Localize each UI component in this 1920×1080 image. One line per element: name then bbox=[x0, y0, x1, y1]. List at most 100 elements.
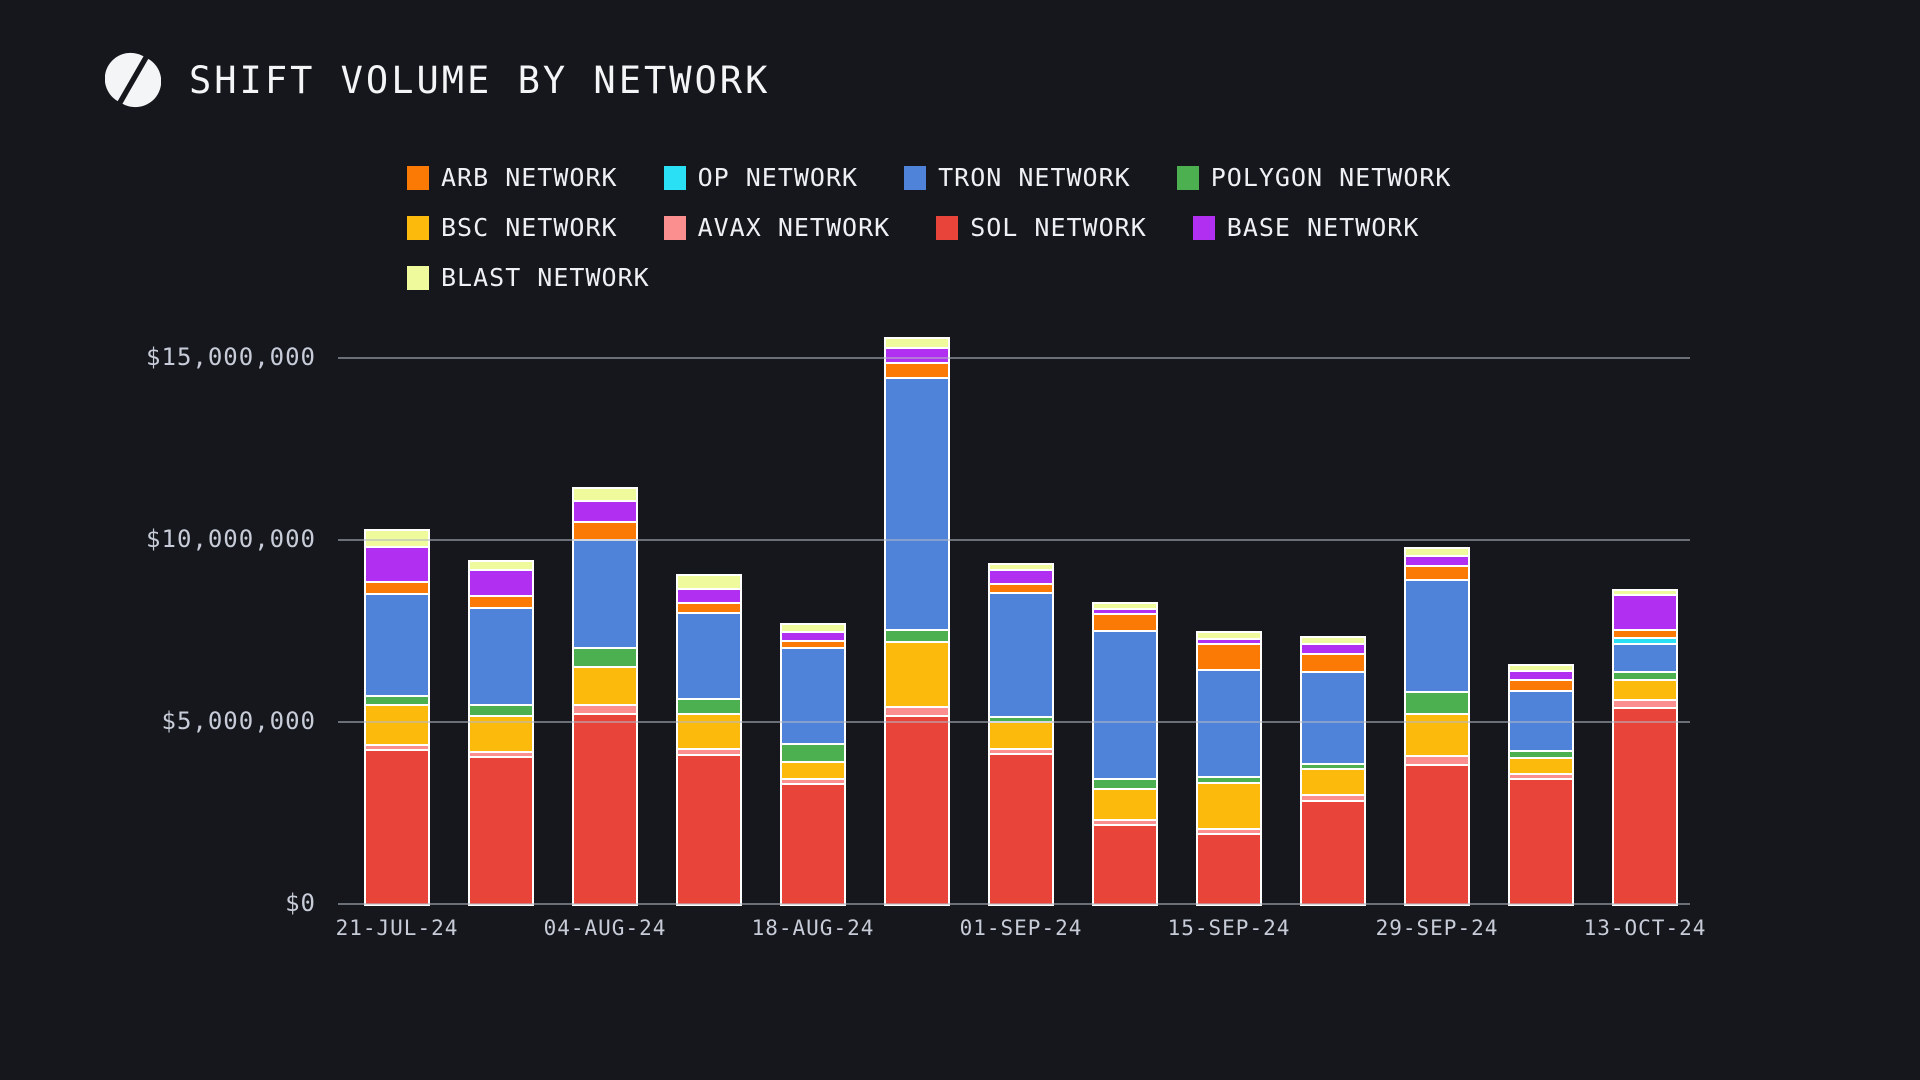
bar-segment-base[interactable] bbox=[1094, 610, 1156, 613]
bar-segment-tron[interactable] bbox=[366, 595, 428, 695]
bar-segment-avax[interactable] bbox=[886, 708, 948, 715]
legend-item-blast[interactable]: BLAST NETWORK bbox=[407, 263, 650, 292]
bar-segment-tron[interactable] bbox=[782, 649, 844, 743]
bar-segment-polygon[interactable] bbox=[1406, 693, 1468, 713]
bar-segment-blast[interactable] bbox=[886, 339, 948, 347]
bar-segment-arb[interactable] bbox=[1510, 681, 1572, 690]
bar-segment-arb[interactable] bbox=[782, 642, 844, 647]
bar-segment-blast[interactable] bbox=[1406, 549, 1468, 555]
bar-segment-base[interactable] bbox=[990, 571, 1052, 583]
bar-segment-base[interactable] bbox=[678, 590, 740, 602]
bar-segment-blast[interactable] bbox=[782, 625, 844, 631]
bar-segment-bsc[interactable] bbox=[990, 723, 1052, 748]
bar-segment-tron[interactable] bbox=[1198, 671, 1260, 776]
bar-segment-bsc[interactable] bbox=[1094, 790, 1156, 819]
bar-segment-bsc[interactable] bbox=[1198, 784, 1260, 828]
bar-segment-sol[interactable] bbox=[366, 751, 428, 904]
bar-segment-avax[interactable] bbox=[990, 750, 1052, 753]
bar-segment-arb[interactable] bbox=[990, 585, 1052, 592]
bar-segment-blast[interactable] bbox=[1510, 666, 1572, 670]
bar-segment-arb[interactable] bbox=[1094, 615, 1156, 630]
stacked-bar-18-aug-24[interactable] bbox=[780, 623, 846, 906]
bar-segment-arb[interactable] bbox=[1198, 645, 1260, 669]
bar-segment-tron[interactable] bbox=[1302, 673, 1364, 763]
bar-segment-polygon[interactable] bbox=[1614, 673, 1676, 679]
bar-segment-base[interactable] bbox=[782, 633, 844, 640]
bar-segment-avax[interactable] bbox=[470, 753, 532, 756]
bar-segment-sol[interactable] bbox=[574, 715, 636, 904]
bar-segment-tron[interactable] bbox=[1094, 632, 1156, 778]
bar-segment-arb[interactable] bbox=[886, 364, 948, 377]
bar-segment-blast[interactable] bbox=[1198, 633, 1260, 638]
stacked-bar-29-sep-24[interactable] bbox=[1404, 547, 1470, 906]
bar-segment-base[interactable] bbox=[1510, 672, 1572, 679]
legend-item-avax[interactable]: AVAX NETWORK bbox=[663, 213, 891, 242]
bar-segment-avax[interactable] bbox=[1094, 821, 1156, 824]
stacked-bar-22-sep-24[interactable] bbox=[1300, 636, 1366, 906]
bar-segment-tron[interactable] bbox=[886, 379, 948, 629]
bar-segment-base[interactable] bbox=[1302, 645, 1364, 653]
bar-segment-blast[interactable] bbox=[366, 531, 428, 546]
bar-segment-blast[interactable] bbox=[574, 489, 636, 500]
bar-segment-sol[interactable] bbox=[1198, 835, 1260, 904]
stacked-bar-04-aug-24[interactable] bbox=[572, 487, 638, 906]
stacked-bar-11-aug-24[interactable] bbox=[676, 574, 742, 906]
bar-segment-polygon[interactable] bbox=[470, 706, 532, 715]
bar-segment-polygon[interactable] bbox=[990, 718, 1052, 721]
bar-segment-op[interactable] bbox=[1614, 639, 1676, 643]
bar-segment-sol[interactable] bbox=[1614, 709, 1676, 904]
bar-segment-arb[interactable] bbox=[470, 597, 532, 607]
bar-segment-base[interactable] bbox=[1406, 557, 1468, 565]
bar-segment-sol[interactable] bbox=[678, 756, 740, 904]
bar-segment-polygon[interactable] bbox=[574, 649, 636, 666]
legend-item-base[interactable]: BASE NETWORK bbox=[1192, 213, 1420, 242]
bar-segment-base[interactable] bbox=[470, 571, 532, 595]
bar-segment-arb[interactable] bbox=[574, 523, 636, 539]
bar-segment-bsc[interactable] bbox=[1302, 770, 1364, 794]
bar-segment-blast[interactable] bbox=[1614, 591, 1676, 594]
legend-item-arb[interactable]: ARB NETWORK bbox=[407, 163, 618, 192]
bar-segment-sol[interactable] bbox=[782, 785, 844, 904]
bar-segment-arb[interactable] bbox=[366, 583, 428, 593]
bar-segment-sol[interactable] bbox=[1510, 780, 1572, 904]
bar-segment-avax[interactable] bbox=[1302, 796, 1364, 800]
bar-segment-polygon[interactable] bbox=[782, 745, 844, 761]
legend-item-tron[interactable]: TRON NETWORK bbox=[904, 163, 1131, 192]
bar-segment-arb[interactable] bbox=[1614, 631, 1676, 637]
bar-segment-bsc[interactable] bbox=[574, 668, 636, 704]
bar-segment-tron[interactable] bbox=[990, 594, 1052, 716]
bar-segment-avax[interactable] bbox=[1406, 757, 1468, 764]
bar-segment-tron[interactable] bbox=[574, 541, 636, 647]
legend-item-polygon[interactable]: POLYGON NETWORK bbox=[1176, 163, 1452, 192]
bar-segment-sol[interactable] bbox=[1406, 766, 1468, 904]
stacked-bar-15-sep-24[interactable] bbox=[1196, 631, 1262, 906]
bar-segment-sol[interactable] bbox=[886, 717, 948, 904]
bar-segment-bsc[interactable] bbox=[1510, 759, 1572, 773]
bar-segment-avax[interactable] bbox=[678, 750, 740, 754]
bar-segment-sol[interactable] bbox=[990, 755, 1052, 904]
bar-segment-polygon[interactable] bbox=[1302, 765, 1364, 768]
bar-segment-polygon[interactable] bbox=[366, 697, 428, 704]
bar-segment-blast[interactable] bbox=[678, 576, 740, 588]
bar-segment-bsc[interactable] bbox=[886, 643, 948, 706]
bar-segment-base[interactable] bbox=[886, 349, 948, 362]
stacked-bar-21-jul-24[interactable] bbox=[364, 529, 430, 906]
bar-segment-avax[interactable] bbox=[574, 706, 636, 713]
stacked-bar-25-aug-24[interactable] bbox=[884, 337, 950, 906]
stacked-bar-13-oct-24[interactable] bbox=[1612, 589, 1678, 906]
bar-segment-base[interactable] bbox=[366, 548, 428, 581]
bar-segment-tron[interactable] bbox=[678, 614, 740, 698]
bar-segment-polygon[interactable] bbox=[886, 631, 948, 641]
bar-segment-arb[interactable] bbox=[1406, 567, 1468, 579]
bar-segment-bsc[interactable] bbox=[678, 715, 740, 748]
bar-segment-blast[interactable] bbox=[1302, 638, 1364, 643]
bar-segment-polygon[interactable] bbox=[1510, 752, 1572, 757]
bar-segment-sol[interactable] bbox=[470, 758, 532, 904]
bar-segment-base[interactable] bbox=[1198, 640, 1260, 643]
bar-segment-base[interactable] bbox=[1614, 596, 1676, 629]
bar-segment-base[interactable] bbox=[574, 502, 636, 521]
stacked-bar-01-sep-24[interactable] bbox=[988, 563, 1054, 906]
stacked-bar-28-jul-24[interactable] bbox=[468, 560, 534, 906]
bar-segment-arb[interactable] bbox=[678, 604, 740, 612]
bar-segment-polygon[interactable] bbox=[1198, 778, 1260, 782]
